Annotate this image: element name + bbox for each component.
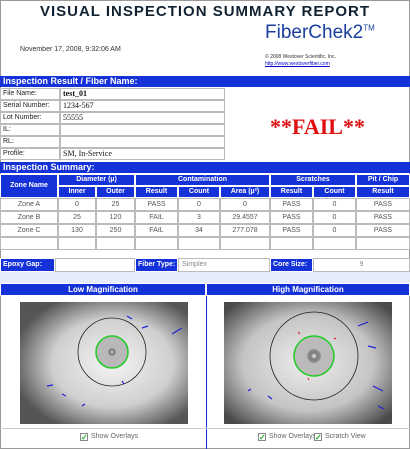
datetime: November 17, 2008, 9:32:06 AM: [20, 46, 121, 53]
checkbox-label[interactable]: Scratch View: [325, 431, 405, 443]
table-cell: PASS: [270, 224, 313, 237]
group-header: Scratches: [270, 174, 356, 186]
table-cell: PASS: [356, 211, 410, 224]
high-mag-image: [208, 296, 408, 428]
empty-cell: [220, 237, 270, 250]
table-cell: FAIL: [135, 211, 178, 224]
label-cell: Epoxy Gap:: [0, 258, 55, 272]
field-value: [60, 124, 225, 136]
table-cell: 0: [220, 198, 270, 211]
table-cell: PASS: [270, 211, 313, 224]
field-label: RL:: [0, 136, 60, 148]
table-cell: 0: [58, 198, 96, 211]
label-cell: Core Size:: [270, 258, 313, 272]
field-value: [60, 136, 225, 148]
divider: [206, 296, 207, 449]
divider: [0, 428, 410, 429]
value-cell: 9: [313, 258, 410, 272]
table-cell: 120: [96, 211, 135, 224]
empty-cell: [178, 237, 220, 250]
low-mag-image: [2, 296, 205, 428]
column-header: Count: [178, 186, 220, 198]
section-bar: Inspection Summary:: [0, 162, 410, 173]
table-cell: PASS: [356, 224, 410, 237]
field-value: test_01: [60, 88, 225, 100]
checkbox-label[interactable]: Show Overlays: [91, 431, 171, 443]
checkbox[interactable]: ✓: [258, 433, 266, 441]
table-cell: FAIL: [135, 224, 178, 237]
group-header: Pit / Chip: [356, 174, 410, 186]
table-cell: 34: [178, 224, 220, 237]
column-header: Area (µ²): [220, 186, 270, 198]
empty-cell: [270, 237, 313, 250]
group-header: Zone Name: [0, 174, 58, 198]
table-cell: Zone B: [0, 211, 58, 224]
empty-cell: [313, 237, 356, 250]
report: VISUAL INSPECTION SUMMARY REPORT Novembe…: [0, 0, 410, 449]
group-header: Contamination: [135, 174, 270, 186]
table-cell: 0: [313, 224, 356, 237]
table-cell: 0: [178, 198, 220, 211]
column-header: Result: [270, 186, 313, 198]
table-cell: 25: [96, 198, 135, 211]
empty-cell: [58, 237, 96, 250]
empty-cell: [96, 237, 135, 250]
image-header: High Magnification: [206, 283, 410, 296]
field-label: IL:: [0, 124, 60, 136]
column-header: Result: [356, 186, 410, 198]
table-cell: Zone C: [0, 224, 58, 237]
url[interactable]: http://www.westoverfiber.com: [265, 61, 330, 67]
column-header: Inner: [58, 186, 96, 198]
group-header: Diameter (µ): [58, 174, 135, 186]
value-cell: [55, 258, 135, 272]
field-value: 55555: [60, 112, 225, 124]
table-cell: Zone A: [0, 198, 58, 211]
status: **FAIL**: [225, 112, 410, 142]
brand-name: FiberChek2: [265, 22, 363, 43]
title: VISUAL INSPECTION SUMMARY REPORT: [0, 3, 410, 20]
brand: FiberChek2TM: [265, 22, 375, 44]
section-bar: Inspection Result / Fiber Name:: [0, 76, 410, 87]
field-label: File Name:: [0, 88, 60, 100]
column-header: Count: [313, 186, 356, 198]
field-label: Lot Number:: [0, 112, 60, 124]
image-header: Low Magnification: [0, 283, 206, 296]
checkbox[interactable]: ✓: [314, 433, 322, 441]
table-cell: 277.078: [220, 224, 270, 237]
label-cell: Fiber Type:: [135, 258, 178, 272]
table-cell: 25: [58, 211, 96, 224]
table-cell: PASS: [270, 198, 313, 211]
table-cell: PASS: [135, 198, 178, 211]
empty-cell: [135, 237, 178, 250]
copyright: © 2008 Westover Scientific, Inc.: [265, 54, 336, 60]
table-cell: 0: [313, 211, 356, 224]
table-cell: PASS: [356, 198, 410, 211]
empty-cell: [0, 237, 58, 250]
table-cell: 29.4557: [220, 211, 270, 224]
trademark: TM: [363, 24, 375, 33]
value-cell: Simplex: [178, 258, 270, 272]
field-label: Serial Number:: [0, 100, 60, 112]
table-cell: 130: [58, 224, 96, 237]
field-value: SM, In-Service: [60, 148, 225, 160]
strip: [0, 272, 410, 283]
table-cell: 3: [178, 211, 220, 224]
empty-cell: [356, 237, 410, 250]
field-value: 1234-567: [60, 100, 225, 112]
column-header: Result: [135, 186, 178, 198]
column-header: Outer: [96, 186, 135, 198]
checkbox[interactable]: ✓: [80, 433, 88, 441]
table-cell: 0: [313, 198, 356, 211]
field-label: Profile:: [0, 148, 60, 160]
table-cell: 250: [96, 224, 135, 237]
